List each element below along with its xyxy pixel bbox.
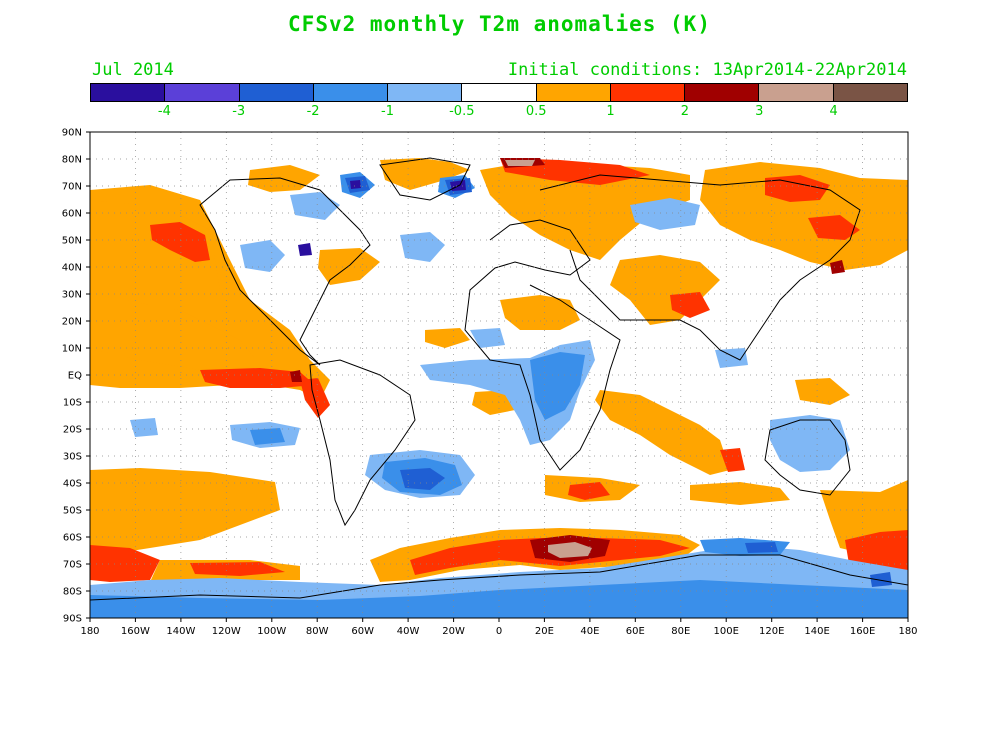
colorbar-label: 3 bbox=[755, 104, 764, 119]
colorbar-box bbox=[91, 84, 166, 101]
colorbar-box bbox=[536, 84, 611, 101]
colorbar-box bbox=[833, 84, 907, 101]
lat-label: 70N bbox=[62, 182, 82, 193]
extreme-hot-anomaly-regions bbox=[505, 160, 592, 558]
lat-label: 60N bbox=[62, 209, 82, 220]
lon-label: 60E bbox=[626, 626, 645, 637]
lon-label: 160W bbox=[121, 626, 150, 637]
lat-label: 50S bbox=[63, 506, 82, 517]
initial-conditions: Initial conditions: 13Apr2014-22Apr2014 bbox=[507, 60, 907, 80]
colorbar-label: -1 bbox=[381, 104, 394, 119]
colorbar-box bbox=[759, 84, 834, 101]
longitude-labels: 180 160W 140W 120W 100W 80W 60W 40W 20W … bbox=[80, 626, 917, 637]
lat-label: 90S bbox=[63, 614, 82, 625]
lat-label: 80S bbox=[63, 587, 82, 598]
lat-label: 30S bbox=[63, 452, 82, 463]
lat-label: 90N bbox=[62, 128, 82, 139]
colorbar-label: -0.5 bbox=[449, 104, 475, 119]
colorbar-box bbox=[388, 84, 463, 101]
lat-label: 50N bbox=[62, 236, 82, 247]
colorbar-box bbox=[610, 84, 686, 101]
lon-label: 20E bbox=[535, 626, 554, 637]
colorbar-label: 1 bbox=[606, 104, 615, 119]
colorbar-label: 4 bbox=[829, 104, 838, 119]
lat-label: 40S bbox=[63, 479, 82, 490]
colorbar-label: 0.5 bbox=[525, 104, 547, 119]
lon-label: 80E bbox=[671, 626, 690, 637]
lon-label: 40E bbox=[580, 626, 599, 637]
lat-label: 20S bbox=[63, 425, 82, 436]
lon-label: 20W bbox=[442, 626, 465, 637]
lon-label: 140W bbox=[166, 626, 195, 637]
lon-label: 180 bbox=[898, 626, 917, 637]
lat-label: 30N bbox=[62, 290, 82, 301]
tick-marks bbox=[86, 131, 909, 622]
coastlines bbox=[90, 157, 908, 601]
colorbar-label: -3 bbox=[232, 104, 246, 119]
forecast-month: Jul 2014 bbox=[92, 60, 174, 80]
lon-label: 40W bbox=[397, 626, 420, 637]
colorbar-label: -4 bbox=[157, 104, 171, 119]
map-title: CFSv2 monthly T2m anomalies (K) bbox=[288, 12, 711, 36]
colorbar-box bbox=[313, 84, 389, 101]
colorbar-label: -2 bbox=[306, 104, 320, 119]
graticule bbox=[90, 132, 908, 618]
lat-label: EQ bbox=[68, 371, 82, 382]
lon-label: 140E bbox=[804, 626, 829, 637]
colorbar-box bbox=[165, 84, 240, 101]
lon-label: 60W bbox=[351, 626, 374, 637]
colorbar-labels: -4 -3 -2 -1 -0.5 0.5 1 2 3 4 bbox=[90, 104, 908, 120]
lon-label: 160E bbox=[850, 626, 875, 637]
colorbar bbox=[90, 83, 908, 102]
lat-label: 10S bbox=[63, 398, 82, 409]
lon-label: 120W bbox=[212, 626, 241, 637]
colorbar-box bbox=[685, 84, 760, 101]
lat-label: 80N bbox=[62, 155, 82, 166]
latitude-labels: 90N 80N 70N 60N 50N 40N 30N 20N 10N EQ 1… bbox=[62, 128, 82, 625]
lat-label: 10N bbox=[62, 344, 82, 355]
colorbar-box bbox=[462, 84, 537, 101]
lon-label: 0 bbox=[496, 626, 502, 637]
lon-label: 100E bbox=[713, 626, 738, 637]
lat-label: 20N bbox=[62, 317, 82, 328]
anomaly-fields bbox=[90, 158, 908, 618]
lat-label: 70S bbox=[63, 560, 82, 571]
lat-label: 60S bbox=[63, 533, 82, 544]
lat-label: 40N bbox=[62, 263, 82, 274]
lon-label: 100W bbox=[257, 626, 286, 637]
colorbar-label: 2 bbox=[680, 104, 690, 119]
lon-label: 120E bbox=[759, 626, 784, 637]
lon-label: 80W bbox=[306, 626, 329, 637]
lon-label: 180 bbox=[80, 626, 99, 637]
colorbar-box bbox=[239, 84, 314, 101]
